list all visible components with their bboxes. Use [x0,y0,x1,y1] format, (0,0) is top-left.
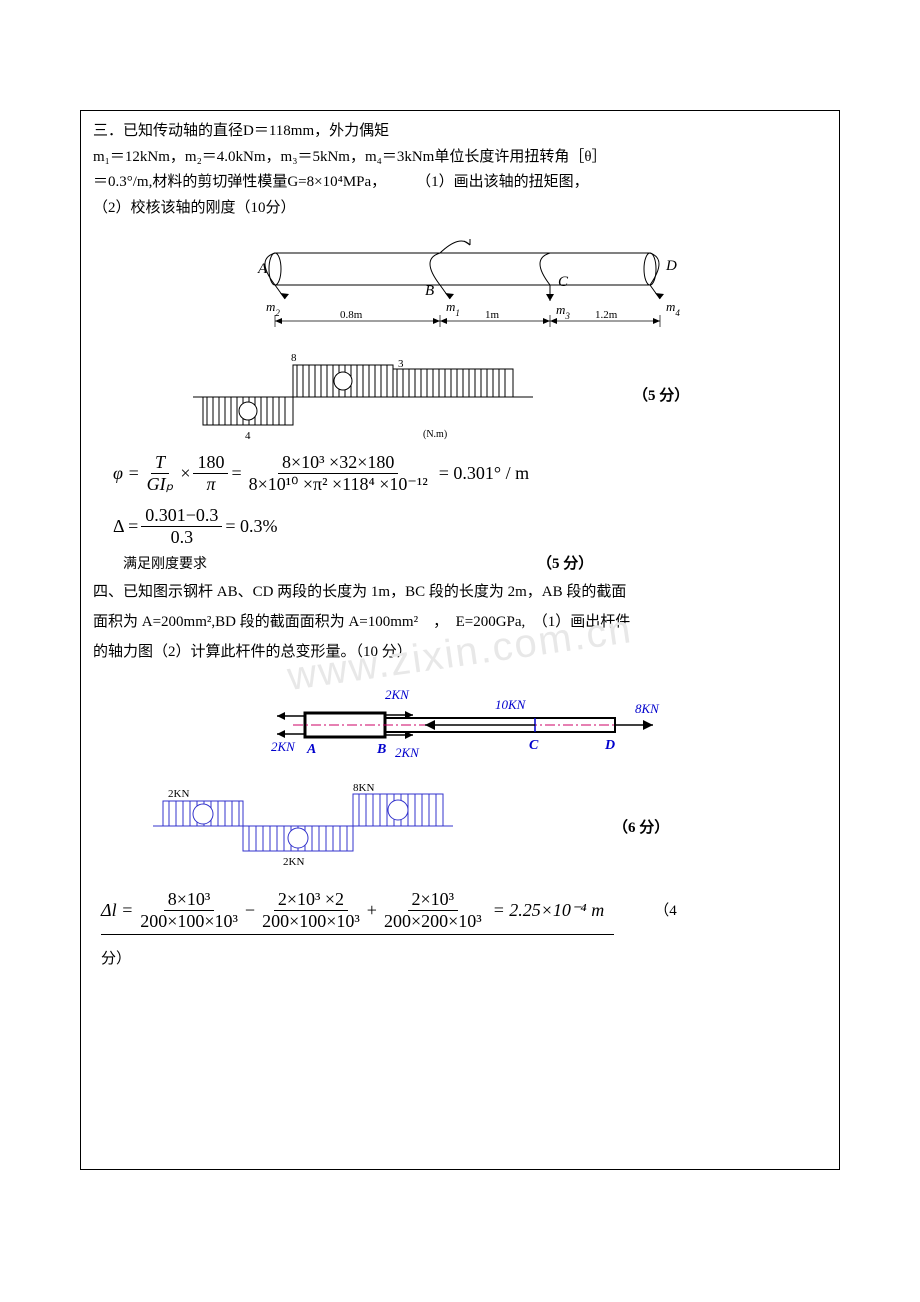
shaft-label-d: D [665,258,677,274]
dl-lhs: Δl = [101,900,133,921]
torque-val-8: 8 [291,352,297,364]
bar-figure: 2KN 2KN 2KN 10KN 8KN A B C D [93,683,827,773]
dl-result: = 2.25×10⁻⁴ m [493,900,605,921]
dl-t2-den: 200×100×10³ [258,911,364,932]
force-8kn: 8KN [635,701,660,716]
dl-t1-den: 200×100×10³ [136,911,242,932]
p3-score2: （5 分） [537,552,593,573]
delta-lhs: Δ = [113,516,138,537]
p4-score1: （6 分） [613,816,669,837]
phi-f2-num: 180 [193,452,228,474]
phi-result: = 0.301° / m [439,463,529,484]
bar-label-d: D [604,738,615,753]
formula-phi: φ = T GIₚ × 180 π = 8×10³ ×32×180 8×10¹⁰… [113,452,827,495]
p3-line3: ＝0.3°/m,材料的剪切弹性模量G=8×10⁴MPa， （1）画出该轴的扭矩图… [93,170,827,196]
p3-line4: （2）校核该轴的刚度（10分） [93,196,827,222]
force-10kn: 10KN [495,697,527,712]
p3-line1: 三．已知传动轴的直径D＝118mm，外力偶矩 [93,119,827,145]
delta-num: 0.301−0.3 [141,505,222,527]
phi-f3: 8×10³ ×32×180 8×10¹⁰ ×π² ×118⁴ ×10⁻¹² [245,452,432,495]
phi-f3-den: 8×10¹⁰ ×π² ×118⁴ ×10⁻¹² [245,474,432,495]
phi-f3-num: 8×10³ ×32×180 [278,452,398,474]
delta-den: 0.3 [167,527,198,548]
dl-minus: − [245,900,255,921]
phi-f2-den: π [202,474,219,495]
p4-score2a: （4 [654,899,677,920]
p3-line2: m₁＝12kNm，m₂＝4.0kNm，m₃＝5kNm，m₄＝3kNm单位长度许用… [93,145,827,171]
force-2kn-lb: 2KN [271,739,296,754]
formula-dl: Δl = 8×10³ 200×100×10³ − 2×10³ ×2 200×10… [101,889,614,935]
phi-lhs: φ = [113,463,140,484]
axial-svg: 2KN 2KN 8KN [143,781,473,871]
dl-t3: 2×10³ 200×200×10³ [380,889,486,932]
problem3-text: 三．已知传动轴的直径D＝118mm，外力偶矩 m₁＝12kNm，m₂＝4.0kN… [93,119,827,221]
axial-2kn-1: 2KN [168,788,189,800]
dl-t3-den: 200×200×10³ [380,911,486,932]
shaft-m1: m1 [446,299,460,318]
phi-f2: 180 π [193,452,228,495]
delta-result: = 0.3% [225,516,277,537]
axial-8kn: 8KN [353,782,374,794]
bar-label-a: A [306,742,316,757]
phi-f1-den: GIₚ [143,474,178,495]
dl-t1-num: 8×10³ [164,889,215,911]
force-2kn-mb: 2KN [395,745,420,760]
bar-label-b: B [376,742,386,757]
dl-plus: + [367,900,377,921]
problem4-text: 四、已知图示钢杆 AB、CD 两段的长度为 1m，BC 段的长度为 2m，AB … [93,577,827,667]
delta-frac: 0.301−0.3 0.3 [141,505,222,548]
p4-line3: 的轴力图（2）计算此杆件的总变形量。（10 分） [93,637,827,667]
torque-svg: 8 3 4 (N.m) [183,347,553,442]
shaft-m2: m2 [266,299,280,318]
bar-svg: 2KN 2KN 2KN 10KN 8KN A B C D [245,683,675,773]
axial-2kn-2: 2KN [283,856,304,868]
shaft-label-b: B [425,283,434,299]
p3-score1: （5 分） [633,384,689,405]
force-2kn-top: 2KN [385,687,410,702]
p3-conclusion: 满足刚度要求 [123,553,207,573]
shaft-m4: m4 [666,299,680,318]
formula-delta: Δ = 0.301−0.3 0.3 = 0.3% [113,505,827,548]
span-3: 1.2m [595,309,618,321]
shaft-label-c: C [558,274,569,290]
span-1: 0.8m [340,309,363,321]
dl-t3-num: 2×10³ [408,889,459,911]
p4-line1: 四、已知图示钢杆 AB、CD 两段的长度为 1m，BC 段的长度为 2m，AB … [93,577,827,607]
shaft-label-a: A [257,261,268,277]
bar-label-c: C [529,738,539,753]
torque-diagram-row: 8 3 4 (N.m) （5 分） [183,347,827,442]
dl-t1: 8×10³ 200×100×10³ [136,889,242,932]
dl-t2-num: 2×10³ ×2 [274,889,348,911]
p4-line2: 面积为 A=200mm²,BD 段的截面面积为 A=100mm² ， E=200… [93,607,827,637]
p4-score2b: 分） [101,947,827,968]
phi-f1: T GIₚ [143,452,178,495]
torque-val-4: 4 [245,430,251,442]
shaft-figure: A B C D m2 m1 m3 m4 0.8m 1m 1.2m [93,239,827,339]
phi-eq: = [231,463,241,484]
torque-val-3: 3 [398,358,404,370]
phi-f1-num: T [151,452,169,474]
page-container: www.zixin.com.cn 三．已知传动轴的直径D＝118mm，外力偶矩 … [80,110,840,1170]
torque-unit: (N.m) [423,429,447,440]
shaft-m3: m3 [556,302,570,321]
span-2: 1m [485,309,500,321]
shaft-svg: A B C D m2 m1 m3 m4 0.8m 1m 1.2m [220,239,700,339]
axial-diagram-row: 2KN 2KN 8KN （6 分） [143,781,827,871]
dl-t2: 2×10³ ×2 200×100×10³ [258,889,364,932]
phi-times: × [180,463,190,484]
